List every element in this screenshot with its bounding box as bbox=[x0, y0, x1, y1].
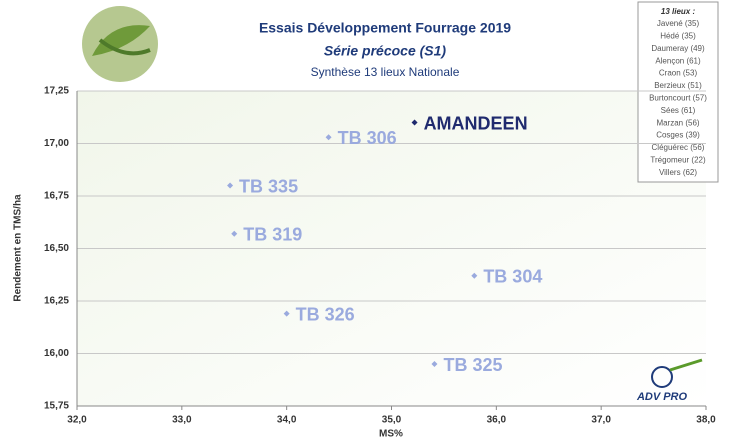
y-tick-label: 15,75 bbox=[44, 401, 69, 412]
site-item: Villers (62) bbox=[659, 168, 697, 177]
site-item: Marzan (56) bbox=[656, 118, 699, 127]
y-axis-label: Rendement en TMS/ha bbox=[13, 194, 24, 302]
point-label: TB 335 bbox=[239, 176, 298, 196]
x-tick-label: 34,0 bbox=[277, 415, 297, 426]
chart-title: Essais Développement Fourrage 2019 bbox=[259, 20, 511, 36]
x-tick-label: 32,0 bbox=[67, 415, 87, 426]
chart-description: Synthèse 13 lieux Nationale bbox=[311, 65, 460, 79]
x-tick-label: 38,0 bbox=[696, 415, 716, 426]
site-item: Berzieux (51) bbox=[654, 81, 702, 90]
x-tick-label: 37,0 bbox=[591, 415, 611, 426]
sites-box bbox=[637, 1, 719, 183]
logo-text: ADV PRO bbox=[636, 391, 688, 403]
sites-title: 13 lieux : bbox=[661, 7, 696, 16]
point bbox=[431, 361, 438, 367]
point bbox=[471, 272, 478, 279]
site-item: Javené (35) bbox=[657, 19, 700, 28]
site-item: Cléguérec (56) bbox=[652, 143, 705, 152]
y-tick-label: 17,25 bbox=[44, 86, 69, 97]
site-item: Hédé (35) bbox=[660, 32, 696, 41]
point bbox=[325, 134, 332, 141]
y-tick-label: 17,00 bbox=[44, 138, 69, 149]
site-item: Trégomeur (22) bbox=[650, 156, 706, 165]
point-label: TB 304 bbox=[483, 267, 542, 287]
site-item: Daumeray (49) bbox=[651, 44, 705, 53]
point-label: TB 319 bbox=[243, 225, 302, 245]
site-item: Burtoncourt (57) bbox=[649, 94, 707, 103]
point-label: TB 326 bbox=[296, 304, 355, 324]
site-item: Sées (61) bbox=[661, 106, 696, 115]
x-axis-label: MS% bbox=[379, 429, 403, 440]
point-label: TB 325 bbox=[443, 355, 502, 375]
site-item: Alençon (61) bbox=[655, 56, 701, 65]
y-tick-label: 16,00 bbox=[44, 348, 69, 359]
point bbox=[227, 182, 234, 189]
logo-image bbox=[82, 6, 158, 82]
point-label: AMANDEEN bbox=[424, 113, 528, 133]
point bbox=[411, 119, 418, 126]
point bbox=[283, 310, 290, 317]
site-item: Craon (53) bbox=[659, 69, 698, 78]
logo-adv bbox=[651, 358, 703, 388]
point-label: TB 306 bbox=[338, 128, 397, 148]
point bbox=[231, 230, 238, 237]
y-tick-label: 16,50 bbox=[44, 243, 69, 254]
chart-subtitle: Série précoce (S1) bbox=[324, 43, 447, 59]
x-tick-label: 36,0 bbox=[487, 415, 507, 426]
x-tick-label: 33,0 bbox=[172, 415, 192, 426]
y-tick-label: 16,75 bbox=[44, 191, 69, 202]
y-tick-label: 16,25 bbox=[44, 296, 69, 307]
x-tick-label: 35,0 bbox=[382, 415, 402, 426]
site-item: Cosges (39) bbox=[656, 131, 700, 140]
